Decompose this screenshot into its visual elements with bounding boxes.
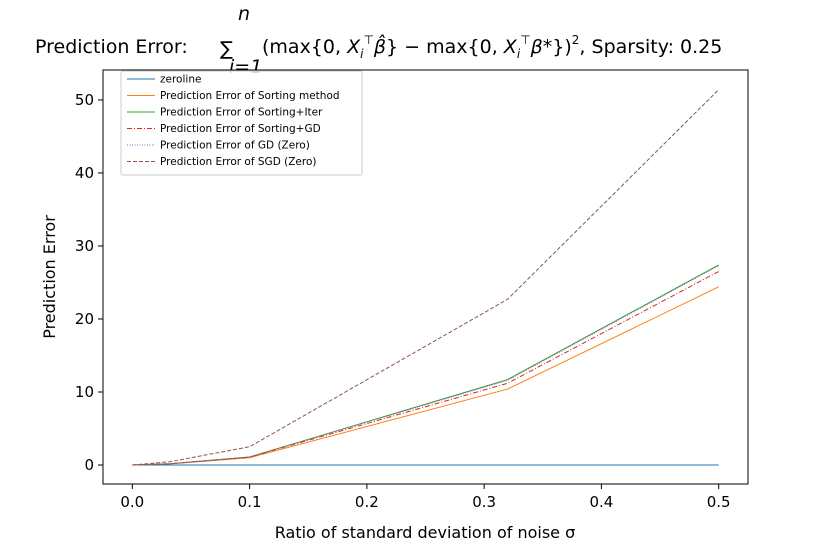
series-layer [132,89,720,466]
x-tick-label: 0.3 [472,493,496,511]
title-sum-upper: n [238,3,250,25]
series-line-3 [132,271,719,466]
y-tick-label: 40 [75,164,94,182]
legend-label-3: Prediction Error of Sorting+GD [160,123,321,135]
series-line-5 [132,89,720,466]
y-tick-label: 10 [75,383,94,401]
x-tick-label: 0.5 [707,493,731,511]
x-axis-ticks: 0.0 0.1 0.2 0.3 0.4 0.5 [120,484,731,511]
y-axis-ticks: 0 10 20 30 40 50 [75,91,103,474]
series-line-1 [132,286,719,466]
x-tick-label: 0.2 [355,493,379,511]
x-tick-label: 0.4 [589,493,613,511]
title-prefix: Prediction Error: [35,36,188,58]
x-tick-label: 0.1 [238,493,262,511]
y-tick-label: 0 [84,456,94,474]
title-sum-symbol: ∑ [220,38,233,60]
legend-label-4: Prediction Error of GD (Zero) [160,140,310,152]
x-tick-label: 0.0 [120,493,144,511]
title-expression: (max{0, Xi⊤β̂} − max{0, Xi⊤β*})2, Sparsi… [262,33,722,61]
plot-frame [102,69,749,485]
legend-box [120,70,363,176]
series-line-2 [132,264,719,466]
y-tick-label: 50 [75,91,94,109]
legend: zeroline Prediction Error of Sorting meth… [120,70,363,176]
chart-title: Prediction Error: ∑ n i=1 (max{0, Xi⊤β̂}… [35,3,722,78]
y-tick-label: 20 [75,310,94,328]
legend-label-2: Prediction Error of Sorting+Iter [160,107,323,119]
legend-label-1: Prediction Error of Sorting method [160,90,340,102]
legend-label-5: Prediction Error of SGD (Zero) [160,156,316,168]
x-axis-label: Ratio of standard deviation of noise σ [275,523,575,542]
y-tick-label: 30 [75,237,94,255]
y-axis-label: Prediction Error [40,215,59,339]
title-sparsity: Sparsity: 0.25 [592,36,723,58]
legend-label-0: zeroline [160,74,201,86]
series-line-4 [132,265,719,466]
